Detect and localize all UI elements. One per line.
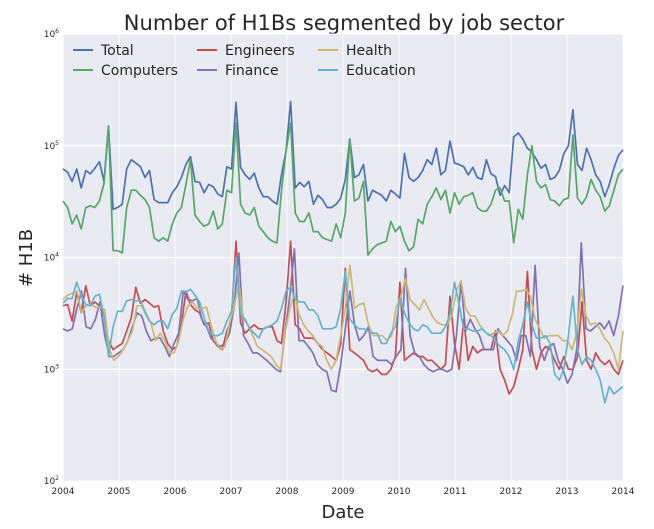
x-tick-label: 2013: [556, 487, 579, 497]
y-tick-label: 102: [44, 475, 59, 487]
y-axis-label: # H1B: [16, 229, 37, 287]
series-lines: [62, 100, 624, 404]
x-tick-label: 2007: [220, 487, 243, 497]
x-tick-label: 2008: [276, 487, 299, 497]
chart-title: Number of H1Bs segmented by job sector: [124, 11, 565, 35]
legend-label-health: Health: [346, 43, 392, 59]
x-tick-label: 2005: [108, 487, 131, 497]
x-axis-label: Date: [321, 502, 364, 523]
series-line-computers: [62, 122, 624, 256]
y-tick-label: 106: [44, 28, 59, 40]
x-tick-label: 2004: [52, 487, 75, 497]
series-line-total: [62, 100, 624, 211]
legend-label-computers: Computers: [101, 63, 178, 79]
legend-label-education: Education: [346, 63, 416, 79]
y-tick-label: 103: [44, 363, 59, 375]
legend: Total Computers Engineers Finance Health Educ…: [73, 43, 416, 79]
x-tick-label: 2006: [164, 487, 187, 497]
legend-label-total: Total: [100, 43, 134, 59]
series-line-education: [62, 256, 624, 404]
series-line-health: [62, 264, 624, 371]
x-tick-label: 2014: [612, 487, 635, 497]
legend-label-engineers: Engineers: [225, 43, 295, 59]
legend-label-finance: Finance: [225, 63, 279, 79]
y-tick-label: 104: [44, 252, 59, 264]
x-tick-label: 2010: [388, 487, 411, 497]
y-tick-label: 105: [44, 140, 59, 152]
tick-labels: 2004 2005 2006 2007 2008 2009 2010 2011 2012 2013…: [44, 28, 635, 497]
x-tick-label: 2012: [500, 487, 523, 497]
x-tick-label: 2011: [444, 487, 467, 497]
gridlines: [62, 33, 624, 482]
x-tick-label: 2009: [332, 487, 355, 497]
